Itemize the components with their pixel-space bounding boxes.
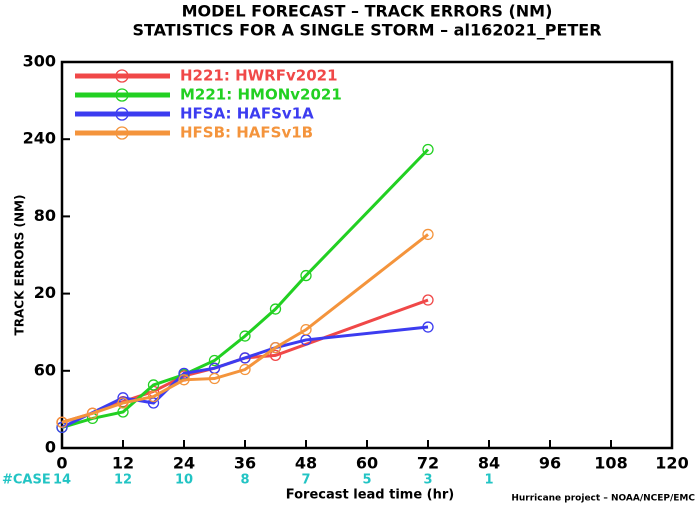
y-tick-label: 80 <box>34 206 56 225</box>
chart-title: MODEL FORECAST – TRACK ERRORS (NM) <box>182 2 553 21</box>
y-tick-label: 240 <box>23 129 56 148</box>
data-point <box>422 294 434 306</box>
data-point <box>117 406 129 418</box>
x-tick-label: 48 <box>295 454 317 473</box>
case-count: 1 <box>484 473 493 488</box>
data-point <box>147 390 160 403</box>
legend-label: M221: HMONv2021 <box>180 86 342 104</box>
data-point <box>269 341 282 354</box>
legend-label: H221: HWRFv2021 <box>180 67 338 85</box>
x-tick-label: 12 <box>112 454 134 473</box>
series-line <box>61 233 429 424</box>
case-count: 12 <box>114 473 132 488</box>
data-point <box>422 228 434 241</box>
data-point <box>117 397 129 409</box>
y-axis-label: TRACK ERRORS (NM) <box>13 195 27 336</box>
data-point <box>208 372 221 385</box>
data-point <box>300 269 312 282</box>
x-tick-label: 96 <box>539 454 561 473</box>
case-count: 14 <box>53 473 71 488</box>
y-tick-label: 0 <box>45 438 56 457</box>
case-count: 3 <box>423 473 432 488</box>
data-point <box>178 374 190 386</box>
case-count: 5 <box>362 473 371 488</box>
chart-subtitle: STATISTICS FOR A SINGLE STORM – al162021… <box>132 21 601 40</box>
data-point <box>300 323 312 336</box>
y-tick-label: 20 <box>34 283 56 302</box>
legend-label: HFSA: HAFSv1A <box>180 105 314 123</box>
x-axis-label: Forecast lead time (hr) <box>286 488 454 503</box>
legend-label: HFSB: HAFSv1B <box>180 124 313 142</box>
case-count: 7 <box>301 473 310 488</box>
series-line <box>61 148 430 429</box>
data-point <box>239 352 251 364</box>
x-tick-label: 24 <box>173 454 195 473</box>
x-tick-label: 60 <box>356 454 378 473</box>
y-tick-label: 300 <box>23 52 56 71</box>
data-point <box>269 303 282 315</box>
case-count: 8 <box>240 473 249 488</box>
data-point <box>208 354 221 367</box>
x-tick-label: 0 <box>56 454 67 473</box>
legend-marker <box>115 126 129 140</box>
case-count: 10 <box>175 473 193 488</box>
data-point <box>239 330 251 342</box>
legend-marker <box>115 69 129 83</box>
data-point <box>239 363 251 376</box>
footer: Hurricane project – NOAA/NCEP/EMC <box>511 494 695 504</box>
x-tick-label: 72 <box>417 454 439 473</box>
legend-marker <box>115 88 129 102</box>
x-tick-label: 84 <box>478 454 500 473</box>
x-tick-label: 108 <box>594 454 627 473</box>
x-tick-label: 36 <box>234 454 256 473</box>
data-point <box>56 416 68 428</box>
data-point <box>422 143 434 156</box>
legend-marker <box>115 107 129 121</box>
case-label: #CASE <box>2 473 51 488</box>
data-point <box>56 421 68 434</box>
x-tick-label: 120 <box>655 454 688 473</box>
y-tick-label: 60 <box>34 360 56 379</box>
data-point <box>86 407 99 419</box>
data-point <box>269 349 282 362</box>
data-point <box>147 379 160 391</box>
data-point <box>422 321 434 333</box>
